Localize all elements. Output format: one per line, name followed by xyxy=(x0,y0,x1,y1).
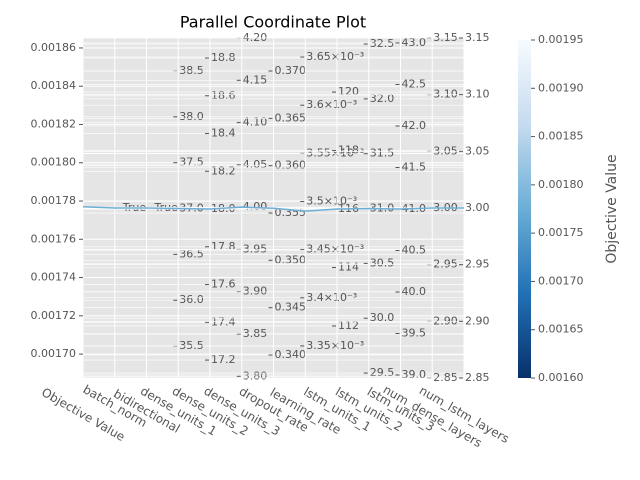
tick-label: 18.2 xyxy=(211,164,236,177)
tick-label: 18.8 xyxy=(211,51,236,64)
tick-label: 43.0 xyxy=(402,36,427,49)
tick-label: 38.0 xyxy=(179,110,204,123)
tick-label: 0.345 xyxy=(275,301,307,314)
tick-label: 3.65×10⁻³ xyxy=(306,50,364,63)
tick-label: 0.340 xyxy=(275,348,307,361)
tick-label: 3.15 xyxy=(465,31,490,44)
tick-label: 40.0 xyxy=(402,285,427,298)
y-tick-label: 0.00182 xyxy=(31,117,77,130)
tick-label: 2.95 xyxy=(465,258,490,271)
tick-label: 42.5 xyxy=(402,77,427,90)
y-tick-label: 0.00186 xyxy=(31,41,77,54)
tick-label: 36.0 xyxy=(179,293,204,306)
chart-title: Parallel Coordinate Plot xyxy=(180,13,366,32)
tick-label: 30.5 xyxy=(370,256,395,269)
tick-label: 40.5 xyxy=(402,244,427,257)
colorbar-tick-label: 0.00175 xyxy=(538,226,584,239)
tick-label: 3.05 xyxy=(465,144,490,157)
tick-label: 32.0 xyxy=(370,92,395,105)
tick-label: 112 xyxy=(338,319,359,332)
tick-label: 3.45×10⁻³ xyxy=(306,243,364,256)
tick-label: 3.55×10⁻³ xyxy=(306,146,364,159)
y-tick-label: 0.00172 xyxy=(31,309,77,322)
tick-label: 3.4×10⁻³ xyxy=(306,291,357,304)
tick-label: 0.365 xyxy=(275,111,307,124)
tick-label: 3.10 xyxy=(465,88,490,101)
tick-label: 3.80 xyxy=(243,369,268,382)
tick-label: 30.0 xyxy=(370,311,395,324)
colorbar-tick-label: 0.00170 xyxy=(538,274,584,287)
tick-label: 4.05 xyxy=(243,158,268,171)
tick-label: 120 xyxy=(338,85,359,98)
tick-label: 3.10 xyxy=(433,88,458,101)
tick-label: 41.5 xyxy=(402,160,427,173)
y-tick-label: 0.00176 xyxy=(31,232,77,245)
tick-label: 4.10 xyxy=(243,116,268,129)
tick-label: 32.5 xyxy=(370,37,395,50)
tick-label: 29.5 xyxy=(370,366,395,379)
colorbar-label: Objective Value xyxy=(604,154,620,263)
tick-label: 3.00 xyxy=(465,201,490,214)
tick-label: 17.4 xyxy=(211,315,236,328)
tick-label: 3.6×10⁻³ xyxy=(306,98,357,111)
y-tick-label: 0.00174 xyxy=(31,271,77,284)
tick-label: 3.05 xyxy=(433,144,458,157)
colorbar-tick-label: 0.00190 xyxy=(538,81,584,94)
tick-label: 18.4 xyxy=(211,127,236,140)
tick-label: 0.370 xyxy=(275,64,307,77)
tick-label: 2.90 xyxy=(465,314,490,327)
tick-label: 31.5 xyxy=(370,147,395,160)
colorbar-tick-label: 0.00165 xyxy=(538,323,584,336)
tick-label: 4.20 xyxy=(243,31,268,44)
tick-label: 42.0 xyxy=(402,119,427,132)
colorbar-tick-label: 0.00160 xyxy=(538,371,584,384)
y-tick-label: 0.00184 xyxy=(31,79,77,92)
y-tick-label: 0.00180 xyxy=(31,156,77,169)
colorbar-tick-label: 0.00185 xyxy=(538,130,584,143)
tick-label: 114 xyxy=(338,260,359,273)
tick-label: 4.00 xyxy=(243,200,268,213)
tick-label: 3.5×10⁻³ xyxy=(306,195,357,208)
colorbar xyxy=(518,40,531,378)
tick-label: 118 xyxy=(338,144,359,157)
tick-label: True xyxy=(154,201,179,214)
tick-label: 39.5 xyxy=(402,327,427,340)
tick-label: 3.15 xyxy=(433,31,458,44)
tick-label: 18.6 xyxy=(211,89,236,102)
tick-label: 3.35×10⁻³ xyxy=(306,339,364,352)
tick-label: 2.85 xyxy=(465,371,490,384)
tick-label: 3.95 xyxy=(243,242,268,255)
y-tick-label: 0.00178 xyxy=(31,194,77,207)
colorbar-tick-label: 0.00180 xyxy=(538,178,584,191)
tick-label: 4.15 xyxy=(243,73,268,86)
colorbar-tick-label: 0.00195 xyxy=(538,33,584,46)
tick-label: 2.90 xyxy=(433,314,458,327)
y-tick-label: 0.00170 xyxy=(31,347,77,360)
tick-label: 17.2 xyxy=(211,353,236,366)
tick-label: 17.8 xyxy=(211,240,236,253)
tick-label: 35.5 xyxy=(179,339,204,352)
tick-label: 2.85 xyxy=(433,371,458,384)
tick-label: 3.90 xyxy=(243,285,268,298)
tick-label: 17.6 xyxy=(211,278,236,291)
tick-label: 0.360 xyxy=(275,159,307,172)
tick-label: 2.95 xyxy=(433,258,458,271)
trial-line xyxy=(82,206,464,212)
tick-label: 38.5 xyxy=(179,64,204,77)
tick-label: 39.0 xyxy=(402,368,427,381)
tick-label: 37.5 xyxy=(179,156,204,169)
